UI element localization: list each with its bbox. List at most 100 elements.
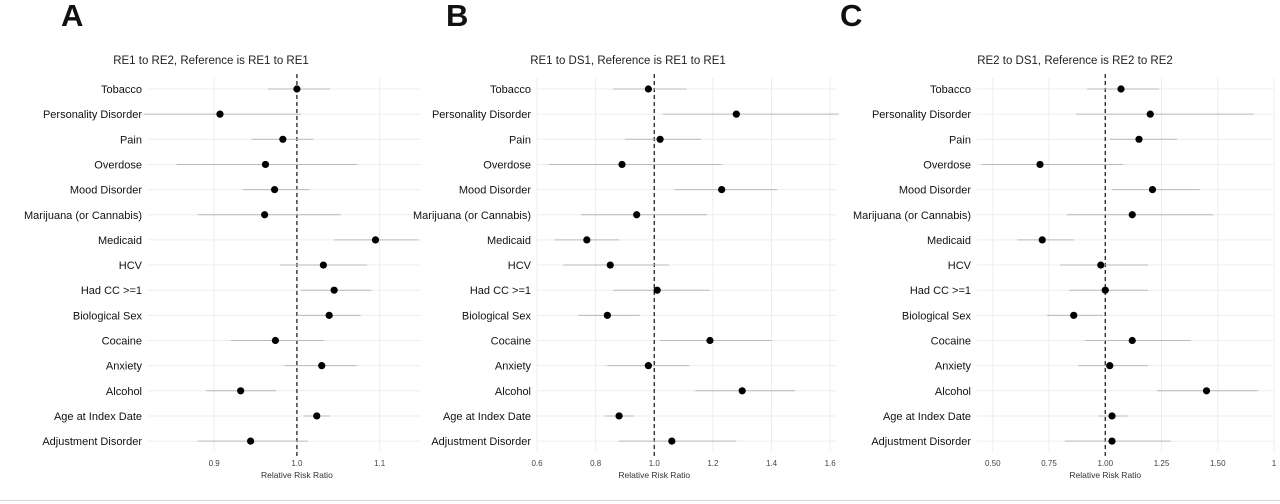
panel-b: B RE1 to DS1, Reference is RE1 to RE1 Tob… [413, 0, 840, 504]
estimate-point [1108, 412, 1116, 420]
x-tick-label: 1.1 [374, 459, 386, 468]
category-label: Marijuana (or Cannabis) [413, 210, 531, 222]
category-label: Age at Index Date [883, 411, 971, 423]
estimate-point [237, 387, 245, 395]
estimate-point [1148, 186, 1157, 194]
category-label: Alcohol [106, 386, 142, 398]
estimate-point [615, 412, 623, 420]
category-label: Anxiety [106, 361, 143, 373]
category-label: Alcohol [935, 386, 971, 398]
estimate-point [216, 110, 224, 118]
estimate-point [1038, 236, 1046, 244]
estimate-point [313, 412, 321, 420]
estimate-point [618, 160, 626, 169]
category-label: Cocaine [102, 336, 142, 348]
forest-plot-b: RE1 to DS1, Reference is RE1 to RE1 Tobac… [413, 55, 839, 480]
estimate-point [656, 135, 664, 143]
category-label: Pain [949, 134, 971, 146]
category-label: Anxiety [935, 361, 972, 373]
panel-c: C RE2 to DS1, Reference is RE2 to RE2 Tob… [840, 0, 1280, 504]
estimate-point [1135, 135, 1143, 143]
x-axis-title: Relative Risk Ratio [618, 470, 690, 480]
category-label: Biological Sex [902, 310, 972, 322]
x-tick-label: 1.2 [707, 459, 719, 468]
plot-title: RE1 to RE2, Reference is RE1 to RE1 [113, 55, 309, 67]
category-label: Age at Index Date [54, 411, 142, 423]
category-label: Overdose [483, 159, 531, 171]
estimate-point [1146, 110, 1154, 118]
x-tick-label: 0.50 [985, 459, 1001, 468]
category-label: Pain [120, 134, 142, 146]
x-tick-label: 1.00 [1097, 459, 1113, 468]
estimate-point [1070, 311, 1078, 319]
panel-a: A RE1 to RE2, Reference is RE1 to RE1 Tob… [0, 0, 430, 504]
estimate-point [1101, 286, 1109, 294]
estimate-point [633, 211, 641, 219]
category-label: Medicaid [927, 235, 971, 247]
estimate-point [1117, 85, 1125, 93]
category-label: Marijuana (or Cannabis) [853, 210, 971, 222]
estimate-point [325, 311, 333, 319]
category-label: HCV [508, 260, 532, 272]
x-tick-label: 0.8 [590, 459, 602, 468]
estimate-point [319, 261, 327, 269]
estimate-point [261, 160, 270, 169]
category-label: Biological Sex [73, 310, 143, 322]
x-tick-label: 1 [1272, 459, 1277, 468]
estimate-point [644, 85, 652, 93]
estimate-point [293, 85, 301, 93]
x-tick-label: 1.50 [1210, 459, 1226, 468]
estimate-point [1108, 437, 1116, 445]
estimate-point [246, 437, 255, 445]
plot-title: RE2 to DS1, Reference is RE2 to RE2 [977, 55, 1173, 67]
category-label: Cocaine [491, 336, 531, 348]
category-label: Mood Disorder [899, 185, 971, 197]
estimate-point [270, 186, 279, 194]
category-label: Tobacco [101, 84, 142, 96]
forest-plot-a: RE1 to RE2, Reference is RE1 to RE1 Tobac… [24, 55, 421, 480]
category-label: Had CC >=1 [81, 285, 142, 297]
x-tick-label: 0.6 [531, 459, 543, 468]
estimate-point [279, 135, 287, 143]
category-label: Had CC >=1 [470, 285, 531, 297]
estimate-point [706, 336, 714, 345]
category-label: Overdose [923, 159, 971, 171]
category-label: Medicaid [487, 235, 531, 247]
estimate-point [318, 362, 326, 370]
category-label: Tobacco [930, 84, 971, 96]
category-label: Personality Disorder [432, 109, 531, 121]
category-label: Adjustment Disorder [42, 436, 142, 448]
category-label: HCV [948, 260, 972, 272]
category-label: Cocaine [931, 336, 971, 348]
estimate-point [1106, 362, 1114, 370]
forest-plot-c: RE2 to DS1, Reference is RE2 to RE2 Tobac… [853, 55, 1277, 480]
category-label: Overdose [94, 159, 142, 171]
x-tick-label: 1.6 [825, 459, 837, 468]
estimate-point [644, 362, 652, 370]
category-label: Alcohol [495, 386, 531, 398]
estimate-point [1128, 336, 1136, 345]
estimate-point [371, 236, 380, 244]
category-label: Personality Disorder [872, 109, 971, 121]
estimate-point [583, 236, 591, 244]
estimate-point [1202, 387, 1211, 395]
category-label: Adjustment Disorder [431, 436, 531, 448]
x-tick-label: 1.4 [766, 459, 778, 468]
x-tick-label: 1.25 [1154, 459, 1170, 468]
category-label: Anxiety [495, 361, 532, 373]
category-label: Marijuana (or Cannabis) [24, 210, 142, 222]
category-label: HCV [119, 260, 143, 272]
estimate-point [738, 387, 746, 395]
category-label: Pain [509, 134, 531, 146]
panel-letter-b: B [446, 0, 469, 33]
x-tick-label: 1.0 [649, 459, 661, 468]
x-axis-title: Relative Risk Ratio [261, 470, 333, 480]
x-axis-title: Relative Risk Ratio [1069, 470, 1141, 480]
figure-bottom-rule [0, 500, 1280, 501]
estimate-point [1036, 160, 1044, 169]
category-label: Medicaid [98, 235, 142, 247]
estimate-point [330, 286, 338, 294]
category-label: Biological Sex [462, 310, 532, 322]
estimate-point [1097, 261, 1105, 269]
